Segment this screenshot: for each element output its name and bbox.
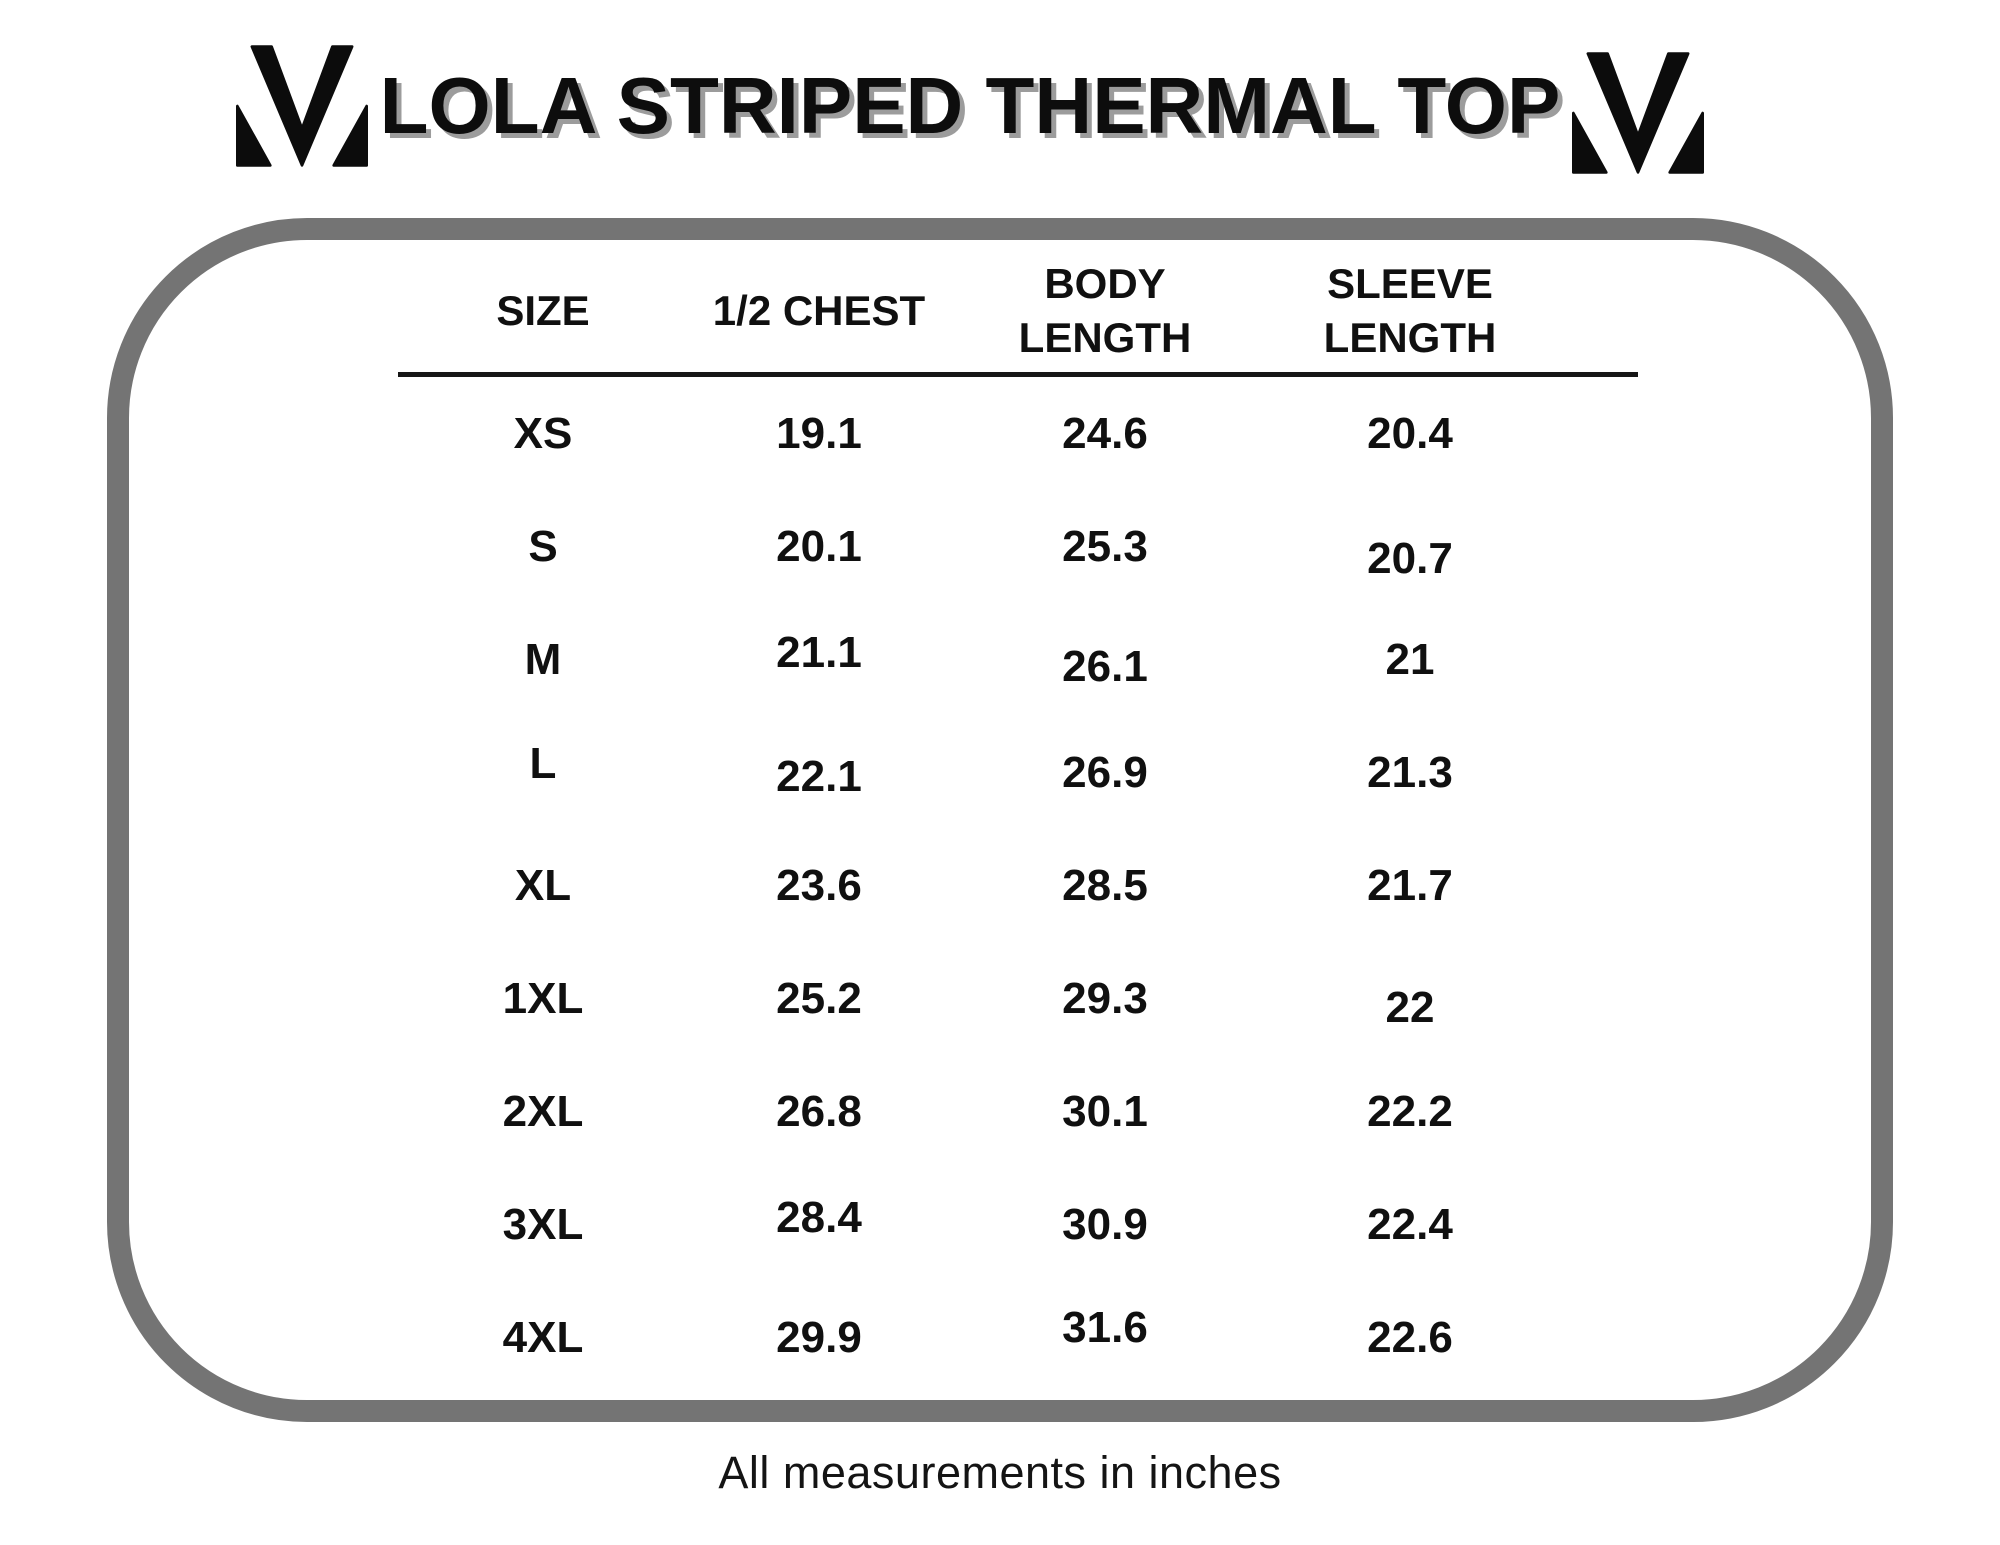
sleeve-length-value: 22.2	[1367, 1086, 1453, 1136]
column-header-sleeve-line2: LENGTH	[1323, 314, 1497, 361]
sleeve-length-value: 20.7	[1367, 533, 1453, 583]
table-row-xs: XS 19.1 24.6 20.4	[398, 377, 1560, 490]
brand-m-chevron-logo-right	[1572, 52, 1705, 174]
size-label: 2XL	[502, 1086, 584, 1136]
size-label: 4XL	[502, 1312, 584, 1362]
table-row-4xl: 4XL 29.9 31.6 22.6	[398, 1281, 1560, 1394]
sleeve-length-value: 22	[1385, 982, 1435, 1032]
size-label: 1XL	[502, 973, 584, 1023]
size-label: 3XL	[502, 1199, 584, 1249]
body-length-value: 26.1	[1062, 641, 1148, 691]
page-title: LOLA STRIPED THERMAL TOP	[379, 61, 1561, 150]
half-chest-value: 23.6	[776, 860, 862, 910]
half-chest-value: 25.2	[776, 973, 862, 1023]
body-length-value: 30.9	[1062, 1199, 1148, 1249]
header-divider-line	[398, 372, 1638, 377]
sleeve-length-value: 21.3	[1367, 747, 1453, 797]
column-header-body-line1: BODY	[1044, 260, 1166, 308]
body-length-value: 26.9	[1062, 747, 1148, 797]
column-header-body-length: BODY LENGTH	[950, 257, 1260, 365]
table-row-l: L 22.1 26.9 21.3	[398, 716, 1560, 829]
table-row-3xl: 3XL 28.4 30.9 22.4	[398, 1168, 1560, 1281]
size-table-body: XS 19.1 24.6 20.4 S 20.1 25.3 20.7 M 21.…	[398, 377, 1560, 1394]
units-note: All measurements in inches	[718, 1447, 1282, 1498]
rounded-frame: SIZE 1/2 CHEST BODY LENGTH SLEEVE LENGTH…	[107, 218, 1893, 1422]
sleeve-length-value: 20.4	[1367, 408, 1453, 458]
size-label: M	[524, 634, 562, 684]
size-label: L	[529, 738, 557, 788]
table-row-2xl: 2XL 26.8 30.1 22.2	[398, 1055, 1560, 1168]
half-chest-value: 19.1	[776, 408, 862, 458]
body-length-value: 29.3	[1062, 973, 1148, 1023]
half-chest-value: 29.9	[776, 1312, 862, 1362]
table-header-row: SIZE 1/2 CHEST BODY LENGTH SLEEVE LENGTH	[398, 250, 1560, 372]
half-chest-value: 21.1	[776, 627, 862, 677]
sleeve-length-value: 22.4	[1367, 1199, 1453, 1249]
size-label: XS	[513, 408, 573, 458]
sleeve-length-value: 21.7	[1367, 860, 1453, 910]
column-header-size: SIZE	[398, 284, 688, 338]
sleeve-length-value: 21	[1385, 634, 1435, 684]
body-length-value: 31.6	[1062, 1302, 1148, 1352]
column-header-size-label: SIZE	[496, 287, 590, 335]
column-header-sleeve-line1: SLEEVE	[1327, 260, 1493, 308]
masthead: LOLA STRIPED THERMAL TOP	[0, 34, 2000, 178]
table-row-s: S 20.1 25.3 20.7	[398, 490, 1560, 603]
sleeve-length-value: 22.6	[1367, 1312, 1453, 1362]
half-chest-value: 20.1	[776, 521, 862, 571]
size-label: S	[528, 521, 558, 571]
column-header-body-line2: LENGTH	[1018, 314, 1192, 361]
table-row-1xl: 1XL 25.2 29.3 22	[398, 942, 1560, 1055]
half-chest-value: 26.8	[776, 1086, 862, 1136]
size-label: XL	[514, 860, 572, 910]
body-length-value: 25.3	[1062, 521, 1148, 571]
half-chest-value: 22.1	[776, 751, 862, 801]
brand-m-chevron-logo-left	[235, 45, 368, 167]
half-chest-value: 28.4	[776, 1192, 862, 1242]
body-length-value: 24.6	[1062, 408, 1148, 458]
body-length-value: 30.1	[1062, 1086, 1148, 1136]
table-row-xl: XL 23.6 28.5 21.7	[398, 829, 1560, 942]
column-header-half-chest-label: 1/2 CHEST	[712, 287, 926, 335]
column-header-half-chest: 1/2 CHEST	[688, 284, 950, 338]
body-length-value: 28.5	[1062, 860, 1148, 910]
table-row-m: M 21.1 26.1 21	[398, 603, 1560, 716]
column-header-sleeve-length: SLEEVE LENGTH	[1260, 257, 1560, 365]
